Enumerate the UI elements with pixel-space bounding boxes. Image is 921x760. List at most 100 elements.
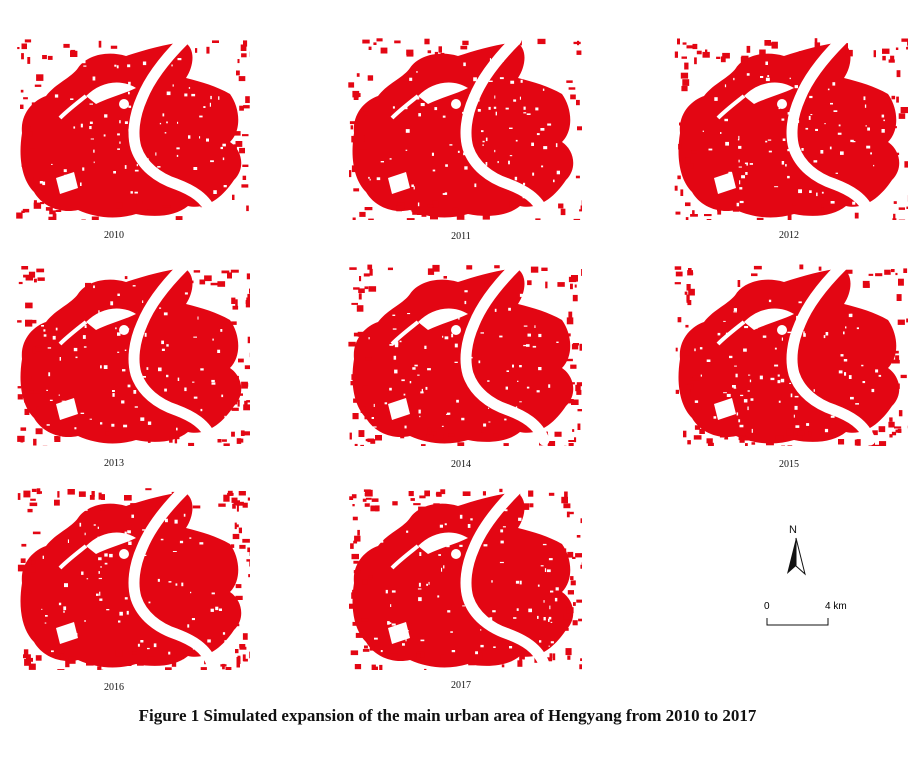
vacant-speck <box>539 640 542 643</box>
urban-patch <box>191 280 194 284</box>
urban-patch <box>241 53 247 58</box>
vacant-speck <box>446 413 450 415</box>
urban-patch <box>821 203 825 208</box>
vacant-speck <box>827 88 830 91</box>
vacant-speck <box>835 172 838 174</box>
vacant-speck <box>65 71 69 73</box>
vacant-speck <box>432 169 436 172</box>
vacant-speck <box>193 396 198 399</box>
urban-patch <box>868 273 874 276</box>
vacant-speck <box>394 341 399 346</box>
urban-patch <box>62 431 66 437</box>
map-panel-2016 <box>16 488 250 670</box>
urban-patch <box>892 350 899 354</box>
vacant-speck <box>200 59 204 64</box>
urban-patch <box>577 423 581 430</box>
vacant-speck <box>212 338 214 341</box>
urban-patch <box>692 210 695 214</box>
urban-patch <box>364 492 371 497</box>
urban-patch <box>674 282 681 285</box>
urban-patch <box>686 300 689 303</box>
urban-patch <box>22 359 29 366</box>
urban-patch <box>440 654 444 662</box>
urban-patch <box>360 336 363 340</box>
vacant-speck <box>193 167 198 170</box>
vacant-speck <box>384 402 388 405</box>
vacant-speck <box>416 71 418 73</box>
vacant-speck <box>787 112 790 115</box>
vacant-speck <box>515 139 518 142</box>
urban-patch <box>882 48 890 54</box>
vacant-speck <box>191 93 196 97</box>
tributary <box>418 532 468 554</box>
vacant-speck <box>729 355 733 359</box>
vacant-speck <box>412 367 416 370</box>
vacant-speck <box>458 317 460 320</box>
urban-patch <box>150 506 156 509</box>
vacant-speck <box>403 393 406 396</box>
urban-patch <box>457 442 465 446</box>
vacant-speck <box>875 79 878 83</box>
urban-patch <box>348 82 355 88</box>
vacant-speck <box>760 76 764 78</box>
vacant-speck <box>414 364 418 367</box>
urban-patch <box>364 207 373 211</box>
vacant-speck <box>553 179 555 183</box>
urban-patch <box>368 46 372 50</box>
vacant-speck <box>447 412 451 415</box>
vacant-speck <box>463 62 466 67</box>
vacant-speck <box>147 421 152 425</box>
urban-patch <box>206 46 210 54</box>
urban-patch <box>245 301 250 308</box>
urban-patch <box>349 267 357 270</box>
vacant-speck <box>781 161 785 165</box>
urban-patch <box>878 426 886 433</box>
vacant-speck <box>740 394 744 397</box>
urban-patch <box>17 493 21 500</box>
urban-patch <box>581 269 582 276</box>
urban-patch <box>192 505 201 509</box>
xiang-river <box>128 264 218 446</box>
vacant-speck <box>368 337 370 340</box>
vacant-speck <box>855 70 859 73</box>
urban-patch <box>363 634 367 639</box>
urban-patch <box>231 622 235 628</box>
vacant-speck <box>74 427 77 430</box>
vacant-speck <box>493 106 497 109</box>
vacant-speck <box>744 326 749 329</box>
urban-patch <box>352 413 359 420</box>
vacant-speck <box>514 176 518 181</box>
vacant-speck <box>830 102 833 105</box>
urban-patch <box>369 575 373 578</box>
vacant-speck <box>801 148 804 151</box>
vacant-speck <box>739 200 744 204</box>
urban-patch <box>889 434 893 438</box>
urban-patch <box>246 559 250 562</box>
vacant-speck <box>130 191 133 194</box>
urban-patch <box>564 491 568 498</box>
vacant-speck <box>741 175 745 179</box>
urban-patch <box>688 288 695 296</box>
urban-patch <box>26 131 33 137</box>
vacant-speck <box>543 600 545 603</box>
vacant-speck <box>124 349 127 351</box>
urban-patch <box>362 135 365 142</box>
vacant-speck <box>699 66 702 71</box>
urban-patch <box>101 494 105 500</box>
vacant-speck <box>157 578 160 582</box>
urban-patch <box>30 498 36 501</box>
urban-patch <box>896 70 901 78</box>
vacant-speck <box>45 615 48 617</box>
vacant-speck <box>418 113 421 117</box>
vacant-speck <box>421 388 423 393</box>
urban-area-map <box>674 264 908 446</box>
vacant-speck <box>184 387 187 392</box>
vacant-speck <box>128 91 130 95</box>
urban-patch <box>482 491 486 496</box>
urban-patch <box>541 267 548 271</box>
urban-patch <box>686 284 691 291</box>
vacant-speck <box>190 591 192 594</box>
vacant-speck <box>543 617 546 621</box>
urban-patch <box>52 213 57 220</box>
vacant-speck <box>782 138 786 141</box>
